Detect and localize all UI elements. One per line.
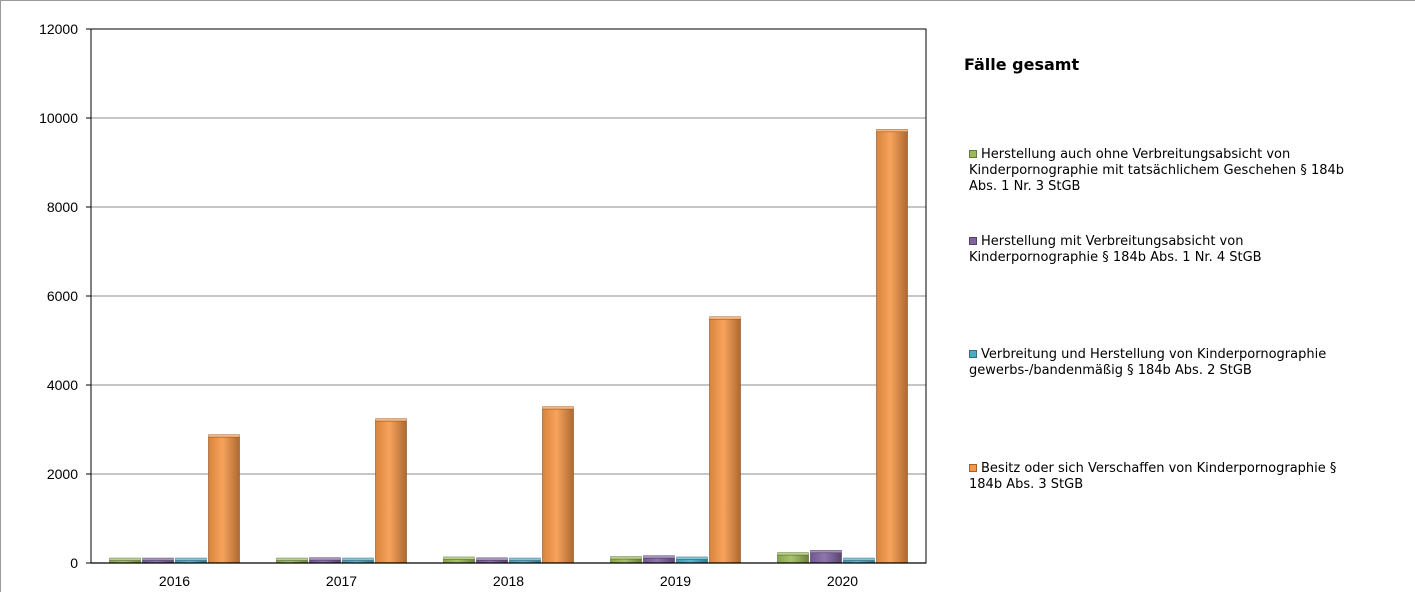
y-tick-label: 2000 xyxy=(47,466,78,482)
bar xyxy=(375,420,407,564)
bar-top xyxy=(309,557,341,561)
bar-top xyxy=(709,316,741,320)
bar-top xyxy=(509,557,541,561)
bar xyxy=(542,408,574,564)
legend-label: Kinderpornographie § 184b Abs. 1 Nr. 4 S… xyxy=(969,250,1262,265)
bar-top xyxy=(643,555,675,559)
legend-item: Besitz oder sich Verschaffen von Kinderp… xyxy=(969,461,1415,493)
legend-item: Verbreitung und Herstellung von Kinderpo… xyxy=(969,347,1415,379)
bar-top xyxy=(142,557,174,561)
legend-item: Herstellung auch ohne Verbreitungsabsich… xyxy=(969,147,1415,195)
bar-top xyxy=(610,556,642,560)
bar-top xyxy=(342,557,374,561)
x-tick-label: 2017 xyxy=(326,573,357,589)
legend-label: Verbreitung und Herstellung von Kinderpo… xyxy=(981,347,1327,362)
bar-top xyxy=(777,552,809,556)
bar-top xyxy=(476,557,508,561)
bar-top xyxy=(843,557,875,561)
legend-label: Besitz oder sich Verschaffen von Kinderp… xyxy=(981,461,1337,476)
bar-top xyxy=(443,556,475,560)
legend-label: gewerbs-/bandenmäßig § 184b Abs. 2 StGB xyxy=(969,363,1252,378)
x-tick-label: 2020 xyxy=(827,573,858,589)
bar-top xyxy=(208,434,240,438)
legend-label: 184b Abs. 3 StGB xyxy=(969,477,1084,492)
legend: Fälle gesamt Herstellung auch ohne Verbr… xyxy=(964,0,1415,592)
legend-swatch xyxy=(969,150,977,158)
bar-top xyxy=(876,129,908,132)
y-tick-label: 0 xyxy=(70,555,78,571)
bar xyxy=(610,558,642,564)
legend-swatch xyxy=(969,464,977,472)
bar xyxy=(810,552,842,564)
bar-top xyxy=(375,418,407,422)
x-tick-label: 2018 xyxy=(493,573,524,589)
bar-top xyxy=(676,556,708,560)
x-tick-label: 2019 xyxy=(660,573,691,589)
legend-label: Herstellung mit Verbreitungsabsicht von xyxy=(981,234,1244,249)
legend-swatch xyxy=(969,350,977,358)
bar xyxy=(208,436,240,564)
legend-label: Kinderpornographie mit tatsächlichem Ges… xyxy=(969,163,1345,178)
bar xyxy=(777,554,809,564)
legend-label: Herstellung auch ohne Verbreitungsabsich… xyxy=(981,147,1291,162)
bar-top xyxy=(276,557,308,561)
bar-chart: 0 2000 4000 6000 8000 10000 12000 2016 2017 2018 2… xyxy=(39,21,927,589)
bar-top xyxy=(175,557,207,561)
y-tick-label: 4000 xyxy=(47,377,78,393)
legend-item: Herstellung mit Verbreitungsabsicht von K… xyxy=(969,234,1415,266)
bar xyxy=(709,318,741,564)
bar xyxy=(643,557,675,564)
y-tick-label: 6000 xyxy=(47,288,78,304)
y-tick-label: 8000 xyxy=(47,199,78,215)
x-tick-label: 2016 xyxy=(159,573,190,589)
y-tick-label: 10000 xyxy=(39,110,78,126)
legend-swatch xyxy=(969,237,977,245)
legend-title: Fälle gesamt xyxy=(964,55,1080,74)
bar-top xyxy=(542,406,574,410)
y-tick-label: 12000 xyxy=(39,21,78,37)
legend-label: Abs. 1 Nr. 3 StGB xyxy=(969,179,1081,194)
bar-top xyxy=(810,550,842,553)
bar xyxy=(876,131,908,564)
bar-top xyxy=(109,557,141,561)
